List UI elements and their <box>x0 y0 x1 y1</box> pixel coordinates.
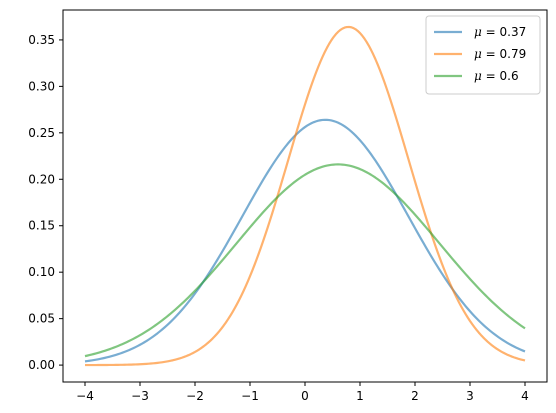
x-tick-label: −3 <box>131 389 149 403</box>
x-axis: −4 −3 −2 −1 0 1 2 3 4 <box>76 382 529 403</box>
x-tick-label: 1 <box>356 389 364 403</box>
x-tick-label: −1 <box>241 389 259 403</box>
x-tick-label: −2 <box>186 389 204 403</box>
series-line-0 <box>84 118 526 363</box>
legend-box <box>425 15 541 95</box>
legend-label-0: μ = 0.37 <box>474 25 526 39</box>
y-tick-label: 0.00 <box>28 358 55 372</box>
y-tick-label: 0.10 <box>28 265 55 279</box>
series-line-2 <box>84 163 526 358</box>
y-tick-label: 0.15 <box>28 219 55 233</box>
y-tick-label: 0.05 <box>28 312 55 326</box>
x-tick-label: 3 <box>466 389 474 403</box>
y-tick-label: 0.25 <box>28 126 55 140</box>
x-tick-label: 4 <box>521 389 529 403</box>
legend-label-2: μ = 0.6 <box>474 69 519 83</box>
series-line-1 <box>84 25 526 367</box>
x-tick-label: 2 <box>411 389 419 403</box>
x-tick-label: −4 <box>76 389 94 403</box>
legend: μ = 0.37 μ = 0.79 μ = 0.6 <box>425 15 541 95</box>
legend-label-1: μ = 0.79 <box>474 47 526 61</box>
x-tick-label: 0 <box>301 389 309 403</box>
series-layer <box>84 25 526 367</box>
y-axis: 0.00 0.05 0.10 0.15 0.20 0.25 0.30 0.35 <box>28 33 63 372</box>
y-tick-label: 0.35 <box>28 33 55 47</box>
y-tick-label: 0.20 <box>28 172 55 186</box>
y-tick-label: 0.30 <box>28 79 55 93</box>
